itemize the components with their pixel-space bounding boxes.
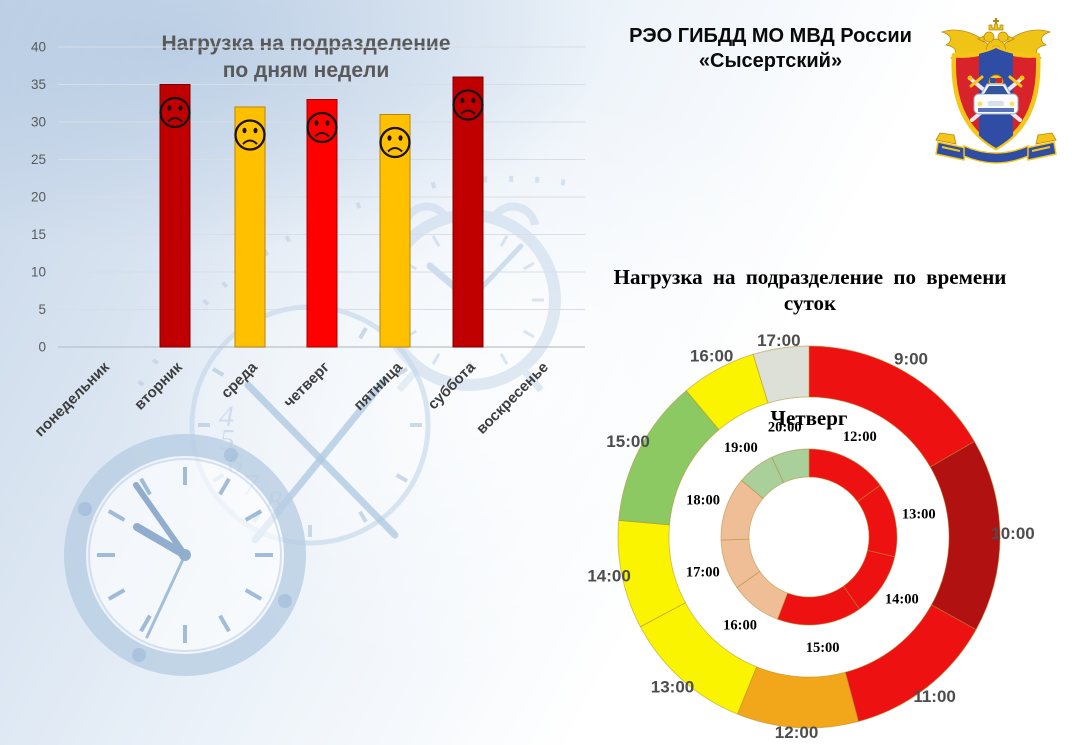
sad-face-icon xyxy=(306,111,338,144)
inner-label-13:00: 13:00 xyxy=(902,507,936,523)
donut-hole xyxy=(749,477,869,597)
y-axis-tick-label: 25 xyxy=(31,152,46,167)
all-days-by-hour-ring xyxy=(617,345,1001,729)
x-axis-label-среда: среда xyxy=(218,358,261,401)
mvd-gibdd-emblem xyxy=(935,18,1057,164)
inner-label-19:00: 19:00 xyxy=(724,440,758,456)
sad-face-icon xyxy=(379,126,411,159)
donut-chart-title-line2: суток xyxy=(783,291,837,315)
x-axis-label-четверг: четверг xyxy=(281,359,333,411)
outer-label-11:00: 11:00 xyxy=(913,687,956,706)
thursday-by-hour-ring xyxy=(720,448,898,626)
y-axis-tick-label: 0 xyxy=(38,340,46,355)
outer-label-9:00: 9:00 xyxy=(894,349,928,368)
sad-face-icon xyxy=(159,96,191,129)
inner-label-20:00: 20:00 xyxy=(768,420,802,436)
outer-label-12:00: 12:00 xyxy=(775,723,818,742)
y-axis-tick-label: 35 xyxy=(31,77,46,92)
bar-пятница xyxy=(379,114,411,348)
y-axis-tick-label: 15 xyxy=(31,227,46,242)
bar-среда xyxy=(234,106,266,348)
y-axis-tick-label: 40 xyxy=(31,40,46,55)
outer-label-17:00: 17:00 xyxy=(757,331,800,350)
bar-суббота xyxy=(452,76,484,348)
x-axis-label-пятница: пятница xyxy=(351,358,407,414)
donut-chart-title-line1: Нагрузка на подразделение по времени xyxy=(613,265,1007,289)
slide-title-line2: «Сысертский» xyxy=(698,50,843,72)
x-axis-label-суббота: суббота xyxy=(425,358,480,413)
inner-label-18:00: 18:00 xyxy=(686,493,720,509)
y-axis-tick-label: 10 xyxy=(31,265,46,280)
ribbon-icon xyxy=(935,132,1057,164)
y-axis-tick-label: 30 xyxy=(31,115,46,130)
donut-chart-title: Нагрузка на подразделение по времени сут… xyxy=(578,264,1042,316)
bar-chart-title: Нагрузка на подразделение по дням недели xyxy=(131,30,481,84)
outer-label-16:00: 16:00 xyxy=(690,347,733,366)
bar-chart-title-line1: Нагрузка на подразделение xyxy=(161,32,451,55)
patrol-car-icon xyxy=(973,74,1019,115)
outer-label-13:00: 13:00 xyxy=(651,678,694,697)
outer-segment-17:00 xyxy=(752,345,810,404)
outer-label-15:00: 15:00 xyxy=(606,432,649,451)
y-axis-tick-label: 5 xyxy=(38,302,46,317)
inner-label-17:00: 17:00 xyxy=(686,565,720,581)
outer-label-14:00: 14:00 xyxy=(587,567,630,586)
sad-face-icon xyxy=(452,89,484,121)
inner-label-12:00: 12:00 xyxy=(843,429,877,445)
x-axis-label-вторник: вторник xyxy=(131,358,186,413)
slide-title: РЭО ГИБДД МО МВД России «Сысертский» xyxy=(598,24,943,74)
bar-chart-title-line2: по дням недели xyxy=(222,59,390,82)
bar-четверг xyxy=(306,99,338,348)
sad-face-icon xyxy=(234,119,266,151)
weekday-bar-chart: 0 5 10 15 20 25 30 35 40 понедельник вторник среда ч… xyxy=(31,40,585,440)
slide-title-line1: РЭО ГИБДД МО МВД России xyxy=(629,25,912,47)
inner-label-15:00: 15:00 xyxy=(806,640,840,656)
daytime-donut-chart: 9:00 10:00 11:00 12:00 13:00 14:00 15:00 16:00 1… xyxy=(587,331,1034,742)
y-axis-tick-label: 20 xyxy=(31,190,46,205)
svg-text:4: 4 xyxy=(219,400,234,433)
wall-clock-icon xyxy=(64,434,306,676)
x-axis-label-понедельник: понедельник xyxy=(31,358,113,440)
inner-label-14:00: 14:00 xyxy=(885,592,919,608)
outer-label-10:00: 10:00 xyxy=(991,524,1034,543)
inner-label-16:00: 16:00 xyxy=(723,617,757,633)
bar-вторник xyxy=(159,84,191,348)
x-axis-label-воскресенье: воскресенье xyxy=(473,359,552,438)
inner-segment-20:00 xyxy=(771,448,810,484)
donut-center-label: Четверг xyxy=(771,406,848,430)
